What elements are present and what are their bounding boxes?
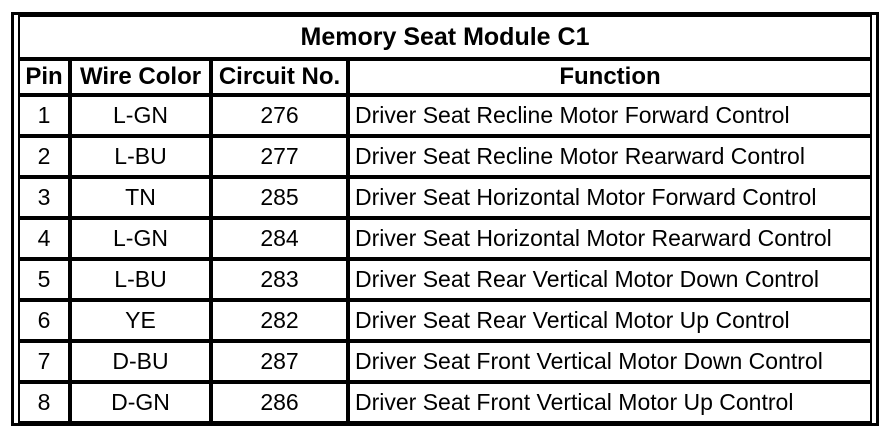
table-row: 6 YE 282 Driver Seat Rear Vertical Motor Up… xyxy=(18,300,872,341)
pin-cell: 4 xyxy=(18,218,70,259)
column-header-function: Function xyxy=(348,59,872,95)
circuit-no-cell: 282 xyxy=(211,300,348,341)
function-cell: Driver Seat Recline Motor Rearward Contr… xyxy=(348,136,872,177)
column-header-row: Pin Wire Color Circuit No. Function xyxy=(18,59,872,95)
column-header-circuit-no: Circuit No. xyxy=(211,59,348,95)
function-cell: Driver Seat Horizontal Motor Rearward Co… xyxy=(348,218,872,259)
table-row: 4 L-GN 284 Driver Seat Horizontal Motor Rea… xyxy=(18,218,872,259)
circuit-no-cell: 276 xyxy=(211,95,348,136)
pin-cell: 7 xyxy=(18,341,70,382)
title-row: Memory Seat Module C1 xyxy=(18,15,872,59)
function-cell: Driver Seat Rear Vertical Motor Down Con… xyxy=(348,259,872,300)
pinout-table-frame: Memory Seat Module C1 Pin Wire Color Cir… xyxy=(11,12,879,426)
table-row: 2 L-BU 277 Driver Seat Recline Motor Rearwa… xyxy=(18,136,872,177)
circuit-no-cell: 285 xyxy=(211,177,348,218)
pin-cell: 3 xyxy=(18,177,70,218)
column-header-pin: Pin xyxy=(18,59,70,95)
function-cell: Driver Seat Front Vertical Motor Up Cont… xyxy=(348,382,872,423)
pin-cell: 1 xyxy=(18,95,70,136)
circuit-no-cell: 284 xyxy=(211,218,348,259)
table-row: 5 L-BU 283 Driver Seat Rear Vertical Motor … xyxy=(18,259,872,300)
circuit-no-cell: 283 xyxy=(211,259,348,300)
table-row: 1 L-GN 276 Driver Seat Recline Motor Forwar… xyxy=(18,95,872,136)
table-title: Memory Seat Module C1 xyxy=(18,15,872,59)
wire-color-cell: L-GN xyxy=(70,218,211,259)
circuit-no-cell: 277 xyxy=(211,136,348,177)
wire-color-cell: L-GN xyxy=(70,95,211,136)
table-row: 8 D-GN 286 Driver Seat Front Vertical Motor… xyxy=(18,382,872,423)
pinout-table: Memory Seat Module C1 Pin Wire Color Cir… xyxy=(18,15,872,423)
wire-color-cell: L-BU xyxy=(70,259,211,300)
wire-color-cell: TN xyxy=(70,177,211,218)
pin-cell: 6 xyxy=(18,300,70,341)
wire-color-cell: YE xyxy=(70,300,211,341)
pinout-table-body: 1 L-GN 276 Driver Seat Recline Motor Forwar… xyxy=(18,95,872,423)
column-header-wire-color: Wire Color xyxy=(70,59,211,95)
wire-color-cell: D-BU xyxy=(70,341,211,382)
circuit-no-cell: 287 xyxy=(211,341,348,382)
circuit-no-cell: 286 xyxy=(211,382,348,423)
table-row: 7 D-BU 287 Driver Seat Front Vertical Motor… xyxy=(18,341,872,382)
wire-color-cell: D-GN xyxy=(70,382,211,423)
function-cell: Driver Seat Recline Motor Forward Contro… xyxy=(348,95,872,136)
table-row: 3 TN 285 Driver Seat Horizontal Motor Forwa… xyxy=(18,177,872,218)
pin-cell: 2 xyxy=(18,136,70,177)
pin-cell: 8 xyxy=(18,382,70,423)
pin-cell: 5 xyxy=(18,259,70,300)
wire-color-cell: L-BU xyxy=(70,136,211,177)
function-cell: Driver Seat Rear Vertical Motor Up Contr… xyxy=(348,300,872,341)
function-cell: Driver Seat Front Vertical Motor Down Co… xyxy=(348,341,872,382)
function-cell: Driver Seat Horizontal Motor Forward Con… xyxy=(348,177,872,218)
